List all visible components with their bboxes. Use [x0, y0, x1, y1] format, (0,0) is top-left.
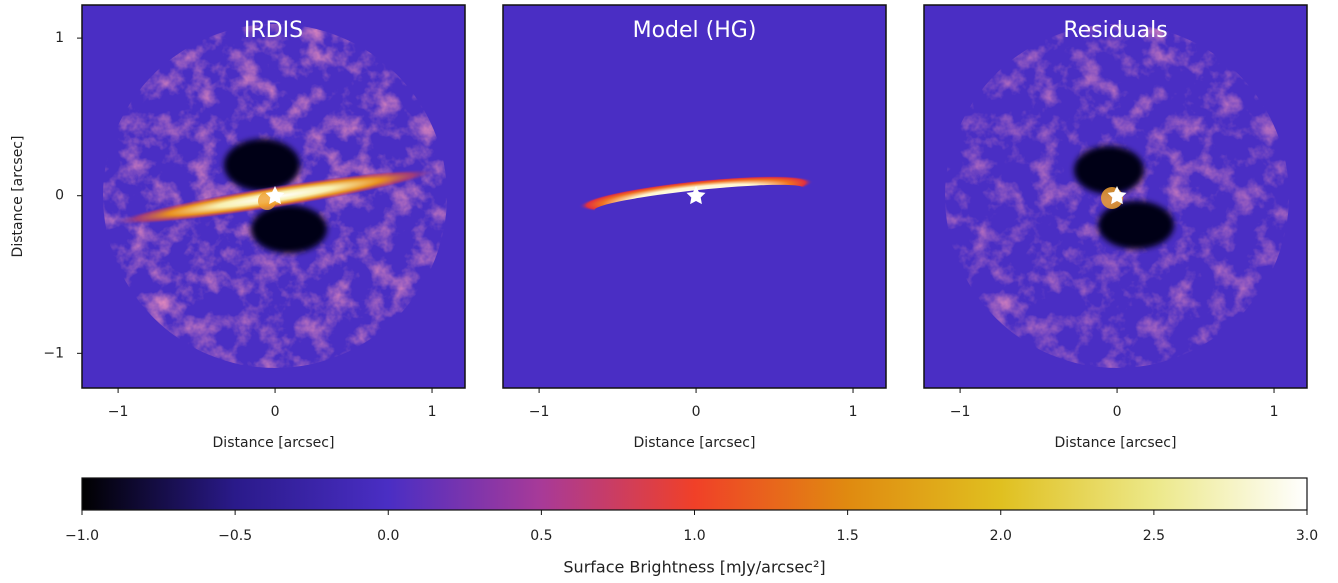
- x-tick-label: −1: [108, 404, 129, 420]
- x-axis-label: Distance [arcsec]: [634, 435, 756, 451]
- x-tick-label: 1: [428, 404, 437, 420]
- irdis-image: [82, 5, 465, 388]
- colorbar-label: Surface Brightness [mJy/arcsec²]: [563, 558, 825, 577]
- y-tick-label: 1: [55, 30, 64, 46]
- y-axis-label: Distance [arcsec]: [10, 136, 26, 258]
- y-tick-label: −1: [43, 345, 64, 361]
- axes-frame: [502, 4, 887, 389]
- colorbar-tick-label: −0.5: [218, 528, 252, 544]
- panel-title: Model (HG): [633, 18, 757, 43]
- x-tick-label: 1: [849, 404, 858, 420]
- colorbar-tick-label: −1.0: [65, 528, 99, 544]
- colorbar-tick-label: 0.0: [377, 528, 399, 544]
- panel-title: Residuals: [1063, 18, 1167, 43]
- model-image: [503, 5, 886, 388]
- colorbar-tick-label: 1.0: [683, 528, 705, 544]
- panel-title: IRDIS: [244, 18, 303, 43]
- x-tick-label: 0: [271, 404, 280, 420]
- colorbar-tick-label: 0.5: [530, 528, 552, 544]
- colorbar: [81, 477, 1308, 511]
- colorbar-tick-label: 2.5: [1143, 528, 1165, 544]
- colorbar-tick-label: 3.0: [1296, 528, 1318, 544]
- x-tick-label: 1: [1270, 404, 1279, 420]
- colorbar-tick-label: 1.5: [836, 528, 858, 544]
- x-tick-label: 0: [692, 404, 701, 420]
- axes-frame: [81, 4, 466, 389]
- x-axis-label: Distance [arcsec]: [1055, 435, 1177, 451]
- y-tick-label: 0: [55, 188, 64, 204]
- axes-frame: [923, 4, 1308, 389]
- x-tick-label: −1: [529, 404, 550, 420]
- x-tick-label: 0: [1113, 404, 1122, 420]
- x-axis-label: Distance [arcsec]: [213, 435, 335, 451]
- residuals-image: [924, 5, 1307, 388]
- colorbar-tick-label: 2.0: [990, 528, 1012, 544]
- x-tick-label: −1: [950, 404, 971, 420]
